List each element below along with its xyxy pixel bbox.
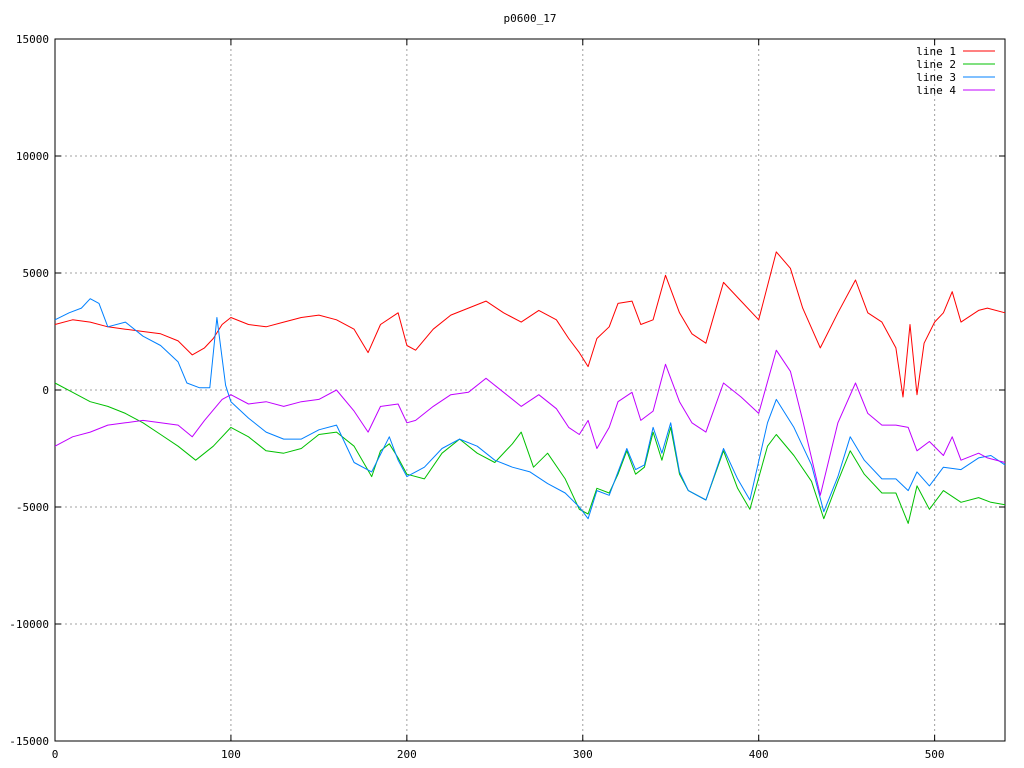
- x-tick-label: 500: [925, 748, 945, 761]
- y-tick-label: -15000: [9, 735, 49, 748]
- y-tick-label: 15000: [16, 33, 49, 46]
- grid: [55, 39, 1005, 741]
- y-tick-label: 10000: [16, 150, 49, 163]
- x-tick-label: 100: [221, 748, 241, 761]
- y-tick-labels: -15000 -10000 -5000 0 5000 10000 15000: [9, 33, 49, 748]
- series-line-2: [54, 382, 1006, 524]
- chart-title: p0600_17: [504, 12, 557, 25]
- y-tick-label: 5000: [23, 267, 50, 280]
- series-line-4: [54, 349, 1006, 496]
- x-tick-labels: 0 100 200 300 400 500: [52, 748, 945, 761]
- axis-ticks: [54, 38, 1005, 742]
- y-tick-label: 0: [42, 384, 49, 397]
- x-tick-label: 300: [573, 748, 593, 761]
- legend-label-2: line 2: [916, 58, 956, 71]
- legend-label-1: line 1: [916, 45, 956, 58]
- y-tick-label: -5000: [16, 501, 49, 514]
- series-lines: [54, 251, 1006, 524]
- y-tick-label: -10000: [9, 618, 49, 631]
- x-tick-label: 200: [397, 748, 417, 761]
- legend-label-3: line 3: [916, 71, 956, 84]
- x-tick-label: 400: [749, 748, 769, 761]
- series-line-1: [54, 251, 1006, 398]
- legend-label-4: line 4: [916, 84, 956, 97]
- x-tick-label: 0: [52, 748, 59, 761]
- series-line-3: [54, 298, 1006, 520]
